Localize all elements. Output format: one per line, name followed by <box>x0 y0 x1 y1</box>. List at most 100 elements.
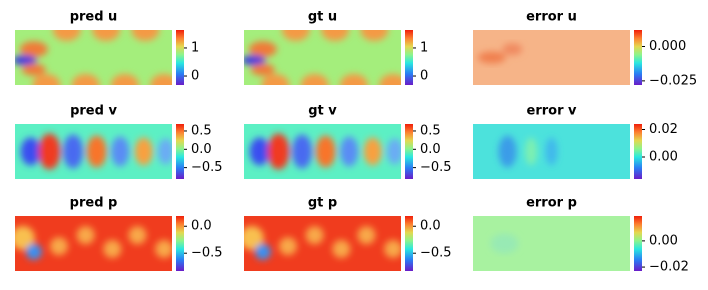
colorbar-tick-label: 0.5 <box>420 123 441 138</box>
heatmap-field <box>244 124 401 179</box>
panel-title: gt u <box>308 10 337 25</box>
colorbar <box>405 216 413 271</box>
field-blob <box>249 137 270 166</box>
field-blob <box>52 30 81 41</box>
colorbar-tick-label: −0.5 <box>191 246 223 261</box>
colorbar-tick-label: 0 <box>420 69 428 84</box>
colorbar <box>405 30 413 85</box>
colorbar-tick-label: 1 <box>191 40 199 55</box>
field-blobs <box>20 133 172 170</box>
colorbar-tick-label: 0.02 <box>649 122 678 137</box>
field-blob <box>498 135 517 168</box>
colorbar-tick-label: 0.0 <box>420 142 441 157</box>
colorbar-tick-label: −0.5 <box>191 160 223 175</box>
heatmap-field <box>15 30 172 85</box>
field-blob <box>357 226 376 245</box>
field-blobs <box>244 226 401 260</box>
field-blob <box>19 41 48 58</box>
field-blobs <box>498 135 558 168</box>
colorbar <box>176 124 184 179</box>
colorbar-tick-label: −0.5 <box>420 246 452 261</box>
field-blobs <box>15 30 172 85</box>
field-blob <box>21 63 46 76</box>
field-blob <box>15 55 37 66</box>
field-blob <box>157 138 172 165</box>
heatmap-field <box>473 30 630 85</box>
heatmap-field <box>473 216 630 271</box>
field-blob <box>502 43 523 56</box>
field-blob <box>244 55 266 66</box>
field-blob <box>360 30 389 41</box>
field-blob <box>150 74 172 85</box>
heatmap-field <box>473 124 630 179</box>
field-blob <box>86 135 107 168</box>
colorbar <box>405 124 413 179</box>
colorbar-tick-label: 0.0 <box>191 142 212 157</box>
panel-title: pred v <box>70 104 117 119</box>
heatmap-field <box>244 216 401 271</box>
field-blob <box>386 138 401 165</box>
field-blobs <box>249 133 401 170</box>
field-blobs <box>15 226 172 260</box>
field-blob <box>128 226 147 245</box>
field-blobs <box>477 43 523 64</box>
field-blob <box>281 30 310 41</box>
field-blob <box>267 133 290 170</box>
field-blob <box>363 137 382 166</box>
field-blob <box>103 240 122 258</box>
colorbar-tick-label: 0.0 <box>420 219 441 234</box>
colorbar-tick-label: 0 <box>191 69 199 84</box>
field-blob <box>305 226 324 245</box>
field-blob <box>32 74 61 85</box>
field-blob <box>92 30 121 41</box>
heatmap-field <box>244 30 401 85</box>
field-blob <box>63 134 84 169</box>
colorbar <box>176 30 184 85</box>
field-blob <box>525 137 538 166</box>
colorbar <box>634 124 642 179</box>
field-blob <box>278 237 297 256</box>
field-blob <box>477 51 506 64</box>
panel-title: pred p <box>70 196 118 211</box>
colorbar-tick-label: 0.5 <box>191 123 212 138</box>
colorbar-tick-label: 0.0 <box>191 219 212 234</box>
field-blob <box>379 74 401 85</box>
field-blob <box>155 240 172 258</box>
field-blob <box>110 74 139 85</box>
colorbar <box>176 216 184 271</box>
panel-title: pred u <box>70 10 118 25</box>
field-blob <box>300 74 329 85</box>
heatmap-field <box>15 216 172 271</box>
field-blob <box>315 135 336 168</box>
field-background <box>15 216 172 271</box>
colorbar-tick-label: −0.5 <box>420 160 452 175</box>
field-blob <box>76 226 95 245</box>
panel-title: error p <box>526 196 577 211</box>
colorbar-tick-label: −0.02 <box>649 260 689 275</box>
field-blob <box>254 243 271 260</box>
colorbar-tick-label: −0.025 <box>649 73 697 88</box>
field-blobs <box>490 233 519 254</box>
colorbar <box>634 30 642 85</box>
field-blobs <box>244 30 401 85</box>
field-background <box>244 216 401 271</box>
heatmap-field <box>15 124 172 179</box>
colorbar <box>634 216 642 271</box>
field-blob <box>292 134 313 169</box>
field-blob <box>545 137 558 166</box>
field-blob <box>384 240 401 258</box>
field-blob <box>134 137 153 166</box>
field-blob <box>261 74 290 85</box>
field-blob <box>248 41 277 58</box>
colorbar-tick-label: 1 <box>420 40 428 55</box>
field-blob <box>49 237 68 256</box>
field-blob <box>339 74 368 85</box>
field-blob <box>71 74 100 85</box>
field-blob <box>321 30 350 41</box>
field-blob <box>20 137 41 166</box>
colorbar-tick-label: 0.00 <box>649 233 678 248</box>
panel-title: error u <box>526 10 577 25</box>
field-blob <box>38 133 61 170</box>
